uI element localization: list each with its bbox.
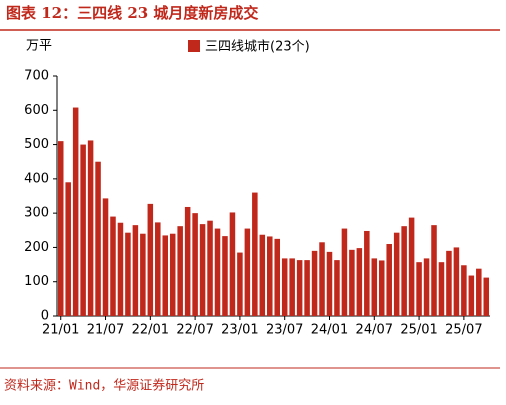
bar	[80, 144, 86, 316]
bar	[483, 277, 490, 316]
x-tick-label: 24/01	[311, 323, 348, 338]
bar	[281, 258, 288, 316]
bar	[476, 268, 482, 316]
bar	[117, 222, 124, 316]
bar	[199, 224, 206, 316]
y-tick-label: 400	[24, 171, 49, 186]
x-tick-label: 21/01	[42, 323, 79, 338]
bar	[296, 260, 303, 316]
y-tick-label: 300	[24, 206, 49, 221]
bar	[468, 275, 475, 316]
x-tick-label: 25/01	[400, 323, 437, 338]
bar	[453, 247, 460, 316]
chart-title: 图表 12：三四线 23 城月度新房成交	[6, 4, 258, 22]
bar	[57, 141, 64, 316]
bar	[416, 262, 422, 316]
bar	[102, 198, 109, 316]
y-tick-label: 0	[41, 309, 49, 324]
bar	[95, 161, 101, 316]
bar	[356, 248, 363, 316]
legend-label: 三四线城市(23个)	[205, 39, 310, 55]
bar	[446, 250, 452, 316]
bar	[349, 249, 355, 316]
bar	[386, 244, 392, 316]
bar	[267, 236, 273, 316]
y-tick-label: 700	[24, 69, 49, 84]
bar	[438, 262, 445, 316]
bar	[207, 220, 213, 316]
x-tick-label: 23/07	[266, 323, 303, 338]
bar	[274, 238, 280, 316]
bar	[319, 242, 325, 316]
bar	[371, 258, 378, 316]
bar	[222, 236, 228, 316]
bar	[311, 250, 318, 316]
bar	[192, 213, 198, 316]
bar	[140, 233, 146, 316]
bar	[177, 226, 183, 316]
bar	[423, 258, 430, 316]
x-tick-label: 23/01	[221, 323, 258, 338]
x-tick-label: 22/07	[176, 323, 213, 338]
bar	[65, 182, 71, 316]
bar	[244, 228, 251, 316]
bar	[125, 232, 131, 316]
bar	[431, 225, 437, 316]
bar	[184, 206, 191, 316]
bar	[341, 228, 348, 316]
x-tick-label: 22/01	[132, 323, 169, 338]
bar	[214, 228, 221, 316]
bar	[229, 212, 236, 316]
bar	[304, 260, 310, 316]
bar	[401, 226, 407, 316]
x-tick-label: 24/07	[356, 323, 393, 338]
x-tick-label: 25/07	[445, 323, 482, 338]
bar	[334, 260, 340, 316]
bar	[393, 232, 400, 316]
y-tick-label: 600	[24, 103, 49, 118]
bar	[364, 230, 370, 316]
bar	[408, 217, 415, 316]
bar	[252, 192, 258, 316]
y-tick-label: 100	[24, 274, 49, 289]
bar	[132, 225, 139, 316]
bar	[326, 251, 333, 316]
y-tick-label: 500	[24, 137, 49, 152]
bar	[259, 234, 266, 316]
bar	[378, 260, 385, 316]
legend-swatch	[188, 40, 200, 52]
bar	[162, 235, 169, 316]
bar	[147, 203, 154, 316]
bar	[237, 252, 243, 316]
bar	[169, 233, 176, 316]
bar	[289, 258, 295, 316]
y-axis-label: 万平	[26, 39, 52, 54]
x-tick-label: 21/07	[87, 323, 124, 338]
y-tick-label: 200	[24, 240, 49, 255]
bar	[87, 140, 94, 316]
bar	[155, 222, 161, 316]
bar	[72, 107, 79, 317]
bar	[110, 216, 116, 316]
bar	[461, 265, 467, 316]
source: 资料来源：Wind，华源证券研究所	[4, 378, 204, 394]
